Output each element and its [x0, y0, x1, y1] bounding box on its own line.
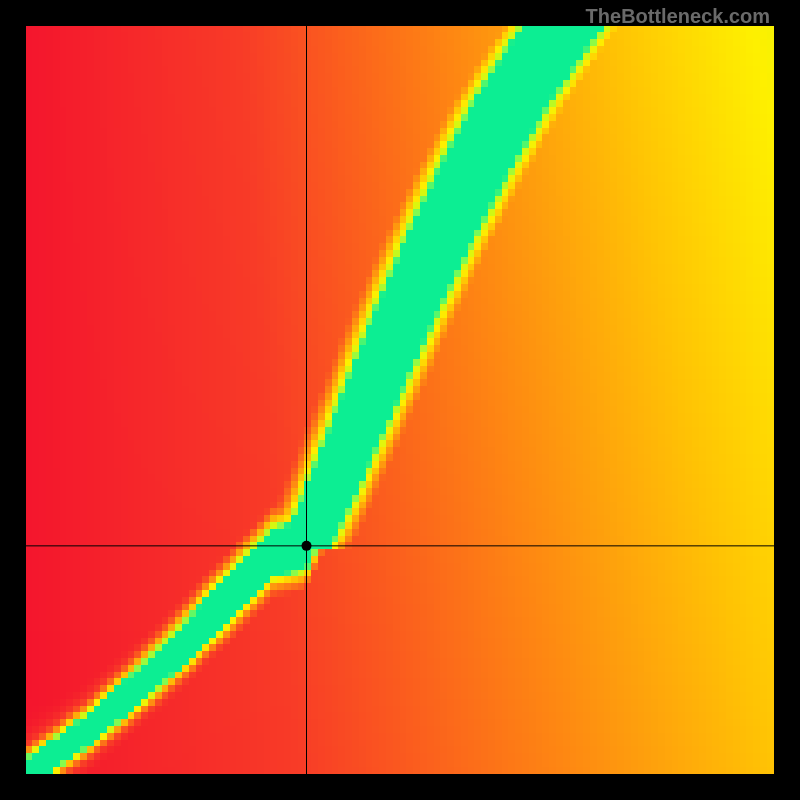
chart-container: TheBottleneck.com [0, 0, 800, 800]
heatmap-canvas [26, 26, 774, 774]
plot-area [26, 26, 774, 774]
watermark-text: TheBottleneck.com [586, 6, 770, 29]
